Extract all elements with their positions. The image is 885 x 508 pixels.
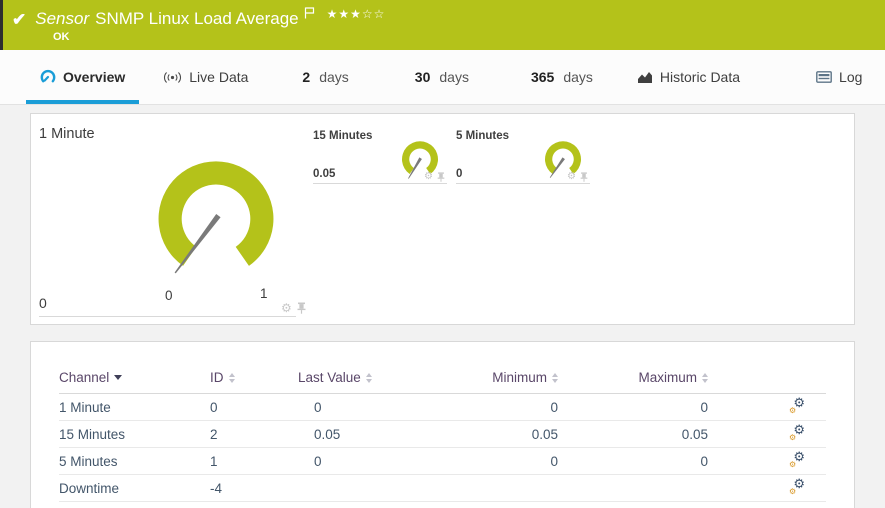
table-row[interactable]: 1 Minute 0 0 0 0 ⚙ ⚙ [59,393,826,421]
cell-channel: 5 Minutes [59,447,210,475]
status-badge: OK [53,31,70,43]
cell-id: 1 [210,447,298,475]
gauge-settings-gear-icon[interactable]: ⚙ [281,301,292,315]
tab-unit: days [439,69,469,85]
table-row[interactable]: 5 Minutes 1 0 0 0 ⚙ ⚙ [59,447,826,475]
overview-content: 1 Minute 0 1 0 ⚙ 15 Minutes 0.05 ⚙ [0,105,885,508]
primary-gauge-label: 1 Minute [39,126,95,142]
divider [39,316,296,317]
divider [313,183,447,184]
pin-icon[interactable] [437,172,445,182]
cell-id: -4 [210,474,298,502]
tab-historic-data[interactable]: Historic Data [623,50,754,104]
area-chart-icon [637,71,653,84]
mini-gauge-15-minutes: 15 Minutes 0.05 ⚙ [313,130,447,190]
channel-settings-gears-icon[interactable]: ⚙ ⚙ [789,394,805,415]
cell-channel: 15 Minutes [59,420,210,448]
flag-icon[interactable] [304,6,315,24]
mini-gauge-value: 0.05 [313,168,336,180]
sort-icon [365,372,372,383]
cell-channel: Downtime [59,474,210,502]
sort-desc-icon [114,375,123,380]
tab-unit: days [319,69,349,85]
cell-minimum: 0 [403,393,558,421]
window-edge [0,0,3,50]
channel-settings-gears-icon[interactable]: ⚙ ⚙ [789,421,805,442]
table-row[interactable]: Downtime -4 ⚙ ⚙ [59,474,826,502]
tab-2-days[interactable]: 2 days [288,50,362,104]
cell-maximum: 0 [558,393,708,421]
channels-panel: Channel ID Last Value Minimum Maximum 1 … [30,341,855,508]
column-header-id[interactable]: ID [210,370,298,394]
gauge-icon [40,69,56,85]
sort-icon [228,372,235,383]
tab-number: 30 [414,69,431,85]
priority-stars[interactable]: ★★★☆☆ [326,7,386,21]
tab-overview[interactable]: Overview [26,50,140,104]
tab-label: Overview [63,69,126,85]
table-row[interactable]: 15 Minutes 2 0.05 0.05 0.05 ⚙ ⚙ [59,420,826,448]
gauge-settings-gear-icon[interactable]: ⚙ [567,171,576,182]
cell-last-value: 0 [298,393,403,421]
column-header-last-value[interactable]: Last Value [298,370,403,394]
tab-label: Log [839,69,863,85]
column-header-minimum[interactable]: Minimum [403,370,558,394]
tab-unit: days [563,69,593,85]
primary-gauge-value: 0 [39,295,47,311]
sort-icon [552,372,558,383]
channel-settings-gears-icon[interactable]: ⚙ ⚙ [789,448,805,469]
channel-settings-gears-icon[interactable]: ⚙ ⚙ [789,475,805,496]
cell-channel: 1 Minute [59,393,210,421]
divider [456,183,590,184]
mini-gauge-value: 0 [456,168,463,180]
cell-minimum: 0.05 [403,420,558,448]
gauge-scale-max: 1 [260,286,268,301]
tab-label: Live Data [189,69,249,85]
tab-label: Historic Data [659,69,741,85]
table-header-row: Channel ID Last Value Minimum Maximum [59,370,826,394]
pin-icon[interactable] [580,172,588,182]
column-header-actions [708,370,826,394]
mini-gauge-label: 15 Minutes [313,130,373,142]
mini-gauge-5-minutes: 5 Minutes 0 ⚙ [456,130,590,190]
log-list-icon [816,71,832,83]
cell-maximum: 0.05 [558,420,708,448]
tab-365-days[interactable]: 365 days [517,50,607,104]
primary-gauge [158,161,274,274]
sensor-status-header: ✔ Sensor SNMP Linux Load Average ★★★☆☆ O… [0,0,885,50]
gauge-scale-min: 0 [165,288,173,303]
sensor-title: SNMP Linux Load Average [95,9,299,28]
gauge-settings-gear-icon[interactable]: ⚙ [424,171,433,182]
tab-number: 2 [302,69,311,85]
cell-minimum: 0 [403,447,558,475]
mini-gauge [402,141,438,179]
tab-bar: Overview Live Data 2 days 30 days 365 da… [0,50,885,105]
tab-30-days[interactable]: 30 days [401,50,483,104]
channels-table: Channel ID Last Value Minimum Maximum 1 … [59,370,826,502]
object-type-label: Sensor [35,9,90,28]
cell-last-value: 0.05 [298,420,403,448]
cell-maximum: 0 [558,447,708,475]
column-header-maximum[interactable]: Maximum [558,370,708,394]
mini-gauge-label: 5 Minutes [456,130,510,142]
cell-last-value: 0 [298,447,403,475]
cell-id: 2 [210,420,298,448]
sort-icon [702,372,708,383]
cell-minimum [403,474,558,502]
mini-gauge [545,141,581,178]
status-ok-check-icon: ✔ [12,9,27,29]
cell-id: 0 [210,393,298,421]
tab-log[interactable]: Log [802,50,876,104]
gauge-needle [174,213,221,274]
cell-last-value [298,474,403,502]
broadcast-icon [163,71,182,84]
tab-number: 365 [530,69,555,85]
tab-live-data[interactable]: Live Data [149,50,262,104]
cell-maximum [558,474,708,502]
pin-icon[interactable] [297,302,306,314]
column-header-channel[interactable]: Channel [59,370,210,394]
gauges-panel: 1 Minute 0 1 0 ⚙ 15 Minutes 0.05 ⚙ [30,113,855,325]
